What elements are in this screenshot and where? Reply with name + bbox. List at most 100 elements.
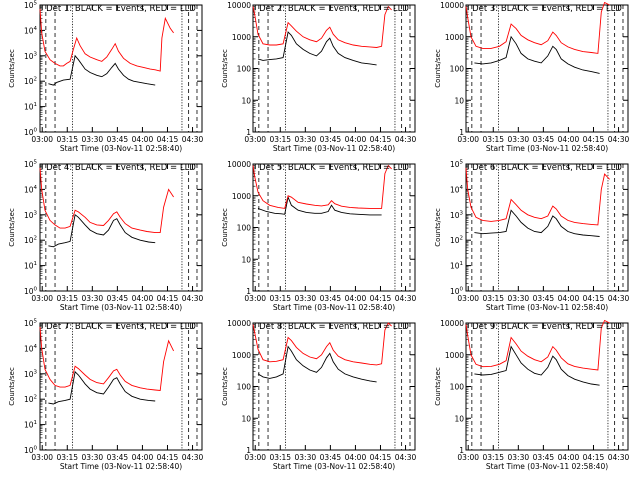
x-tick-label: 04:30: [395, 135, 417, 144]
x-tick-label: 03:00: [31, 453, 53, 462]
x-tick-label: 04:15: [157, 453, 179, 462]
y-tick-label: 104: [450, 185, 464, 195]
detector-panel-6: 03:00 03:15 03:30 03:45 04:00 04:15 04:30 100 10…: [434, 160, 630, 313]
x-tick-label: 04:15: [370, 453, 392, 462]
x-tick-label: 03:15: [482, 453, 504, 462]
y-tick-label: 102: [24, 236, 37, 246]
panel-title: Det 5: BLACK = Events, RED = LLD: [259, 163, 409, 173]
series-line-events: [48, 214, 156, 248]
detector-panel-8: 03:00 03:15 03:30 03:45 04:00 04:15 04:30 1 10 10…: [221, 319, 417, 471]
x-tick-label: 03:15: [269, 135, 291, 144]
x-axis-label: Start Time (03-Nov-11 02:58:40): [486, 144, 608, 153]
x-tick-label: 04:00: [132, 294, 154, 303]
y-axis-label: Counts/sec: [8, 367, 16, 406]
y-tick-label: 104: [24, 185, 38, 195]
panel-title: Det 3: BLACK = Events, RED = LLD: [472, 4, 622, 14]
y-tick-label: 101: [24, 420, 37, 430]
detector-panel-5: 03:00 03:15 03:30 03:45 04:00 04:15 04:30 1 10 10…: [221, 160, 417, 312]
series-line-lld: [252, 322, 392, 366]
y-tick-label: 100: [237, 383, 252, 392]
x-tick-label: 03:15: [56, 294, 78, 303]
y-tick-label: 100: [450, 287, 464, 297]
x-tick-label: 03:15: [482, 294, 504, 303]
x-tick-label: 03:30: [82, 135, 104, 144]
y-tick-label: 100: [237, 65, 252, 74]
x-tick-label: 03:45: [107, 453, 129, 462]
x-tick-label: 04:15: [583, 453, 605, 462]
x-tick-label: 03:15: [56, 135, 78, 144]
x-tick-label: 03:00: [457, 294, 479, 303]
y-tick-label: 100: [24, 128, 38, 138]
y-tick-label: 1: [459, 128, 464, 137]
y-tick-label: 10000: [227, 160, 251, 169]
y-axis-label: Counts/sec: [434, 49, 442, 88]
panel-title: Det 8: BLACK = Events, RED = LLD: [259, 322, 409, 332]
y-tick-label: 10000: [440, 319, 464, 328]
x-tick-label: 03:00: [457, 453, 479, 462]
series-line-lld: [252, 5, 392, 48]
panel-title: Det 7: BLACK = Events, RED = LLD: [46, 322, 196, 332]
y-tick-label: 1: [246, 446, 251, 455]
x-tick-label: 03:30: [295, 135, 317, 144]
series-line-lld: [39, 167, 174, 234]
y-tick-label: 102: [24, 77, 37, 87]
y-tick-label: 104: [24, 26, 38, 36]
series-line-lld: [252, 164, 392, 209]
series-line-lld: [39, 326, 175, 391]
series-line-lld: [465, 167, 610, 226]
x-tick-label: 03:15: [269, 453, 291, 462]
y-tick-label: 100: [237, 224, 252, 233]
x-tick-label: 03:45: [533, 453, 555, 462]
y-axis-label: Counts/sec: [434, 208, 442, 247]
y-tick-label: 10: [454, 414, 464, 423]
x-tick-label: 03:45: [320, 135, 342, 144]
x-axis-label: Start Time (03-Nov-11 02:58:40): [273, 144, 395, 153]
plot-frame: [252, 163, 416, 292]
plot-frame: [252, 4, 416, 133]
y-tick-label: 100: [450, 65, 465, 74]
y-tick-label: 103: [24, 369, 38, 379]
x-tick-label: 04:00: [132, 135, 154, 144]
y-axis-label: Counts/sec: [221, 49, 229, 88]
x-tick-label: 03:45: [320, 294, 342, 303]
x-tick-label: 03:15: [482, 135, 504, 144]
x-tick-label: 03:15: [56, 453, 78, 462]
y-tick-label: 1000: [445, 351, 464, 360]
panel-title: Det 4: BLACK = Events, RED = LLD: [46, 163, 196, 173]
x-tick-label: 04:00: [558, 294, 580, 303]
y-axis-label: Counts/sec: [221, 367, 229, 406]
y-tick-label: 1: [246, 287, 251, 296]
y-tick-label: 1: [246, 128, 251, 137]
plot-frame: [39, 163, 203, 292]
detector-panel-2: 03:00 03:15 03:30 03:45 04:00 04:15 04:30 1 10 10…: [221, 1, 417, 153]
y-tick-label: 105: [24, 160, 38, 170]
y-tick-label: 100: [24, 287, 38, 297]
plot-frame: [39, 322, 203, 451]
x-tick-label: 03:45: [107, 135, 129, 144]
plot-frame: [465, 163, 629, 292]
y-tick-label: 102: [450, 236, 463, 246]
y-tick-label: 1000: [232, 351, 251, 360]
x-tick-label: 04:15: [370, 294, 392, 303]
x-axis-label: Start Time (03-Nov-11 02:58:40): [273, 462, 395, 471]
x-tick-label: 04:30: [608, 453, 630, 462]
detector-panel-9: 03:00 03:15 03:30 03:45 04:00 04:15 04:30 1 10 10…: [434, 319, 630, 471]
detector-panel-1: 03:00 03:15 03:30 03:45 04:00 04:15 04:30 100 10…: [8, 1, 204, 154]
x-tick-label: 04:30: [182, 294, 204, 303]
series-line-lld: [39, 8, 174, 72]
x-axis-label: Start Time (03-Nov-11 02:58:40): [60, 303, 182, 312]
y-tick-label: 100: [24, 446, 38, 456]
y-tick-label: 10000: [227, 1, 251, 10]
y-tick-label: 105: [24, 1, 38, 11]
plot-frame: [39, 4, 203, 133]
x-tick-label: 03:00: [31, 135, 53, 144]
series-line-lld: [465, 1, 610, 54]
x-tick-label: 03:00: [244, 453, 266, 462]
x-tick-label: 03:00: [31, 294, 53, 303]
x-tick-label: 03:45: [320, 453, 342, 462]
x-tick-label: 04:30: [608, 294, 630, 303]
x-axis-label: Start Time (03-Nov-11 02:58:40): [486, 462, 608, 471]
x-tick-label: 03:30: [82, 453, 104, 462]
y-axis-label: Counts/sec: [221, 208, 229, 247]
x-tick-label: 04:30: [608, 135, 630, 144]
